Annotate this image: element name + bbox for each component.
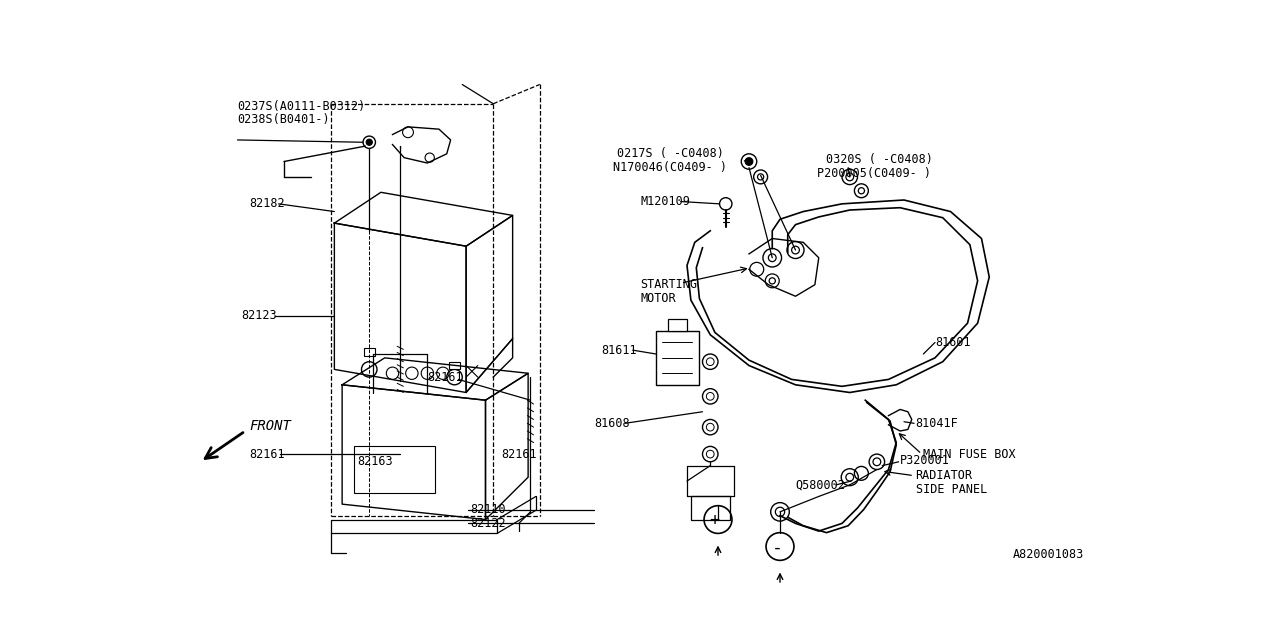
Text: SIDE PANEL: SIDE PANEL [915, 483, 987, 496]
Bar [657, 331, 699, 385]
Text: +: + [709, 511, 719, 529]
Bar [691, 497, 730, 520]
Text: 82161: 82161 [500, 447, 536, 461]
Bar [668, 319, 687, 331]
Text: 82122: 82122 [470, 517, 506, 530]
Text: 82110: 82110 [470, 503, 506, 516]
Bar [364, 348, 375, 356]
Text: 0238S(B0401-): 0238S(B0401-) [238, 113, 330, 127]
Text: A820001083: A820001083 [1012, 548, 1084, 561]
Text: 0217S ( -C0408): 0217S ( -C0408) [617, 147, 724, 160]
Text: STARTING: STARTING [640, 278, 698, 291]
Text: 82161: 82161 [428, 371, 463, 383]
Text: N170046(C0409- ): N170046(C0409- ) [613, 161, 727, 174]
Text: 81611: 81611 [602, 344, 637, 356]
Text: 81041F: 81041F [915, 417, 959, 430]
Bar [353, 447, 435, 493]
Text: 82163: 82163 [357, 455, 393, 468]
Text: 82182: 82182 [250, 197, 284, 211]
Text: 81601: 81601 [934, 336, 970, 349]
Text: M120109: M120109 [640, 195, 690, 208]
Text: FRONT: FRONT [250, 419, 291, 433]
Bar [449, 362, 460, 369]
Text: MOTOR: MOTOR [640, 292, 676, 305]
Text: RADIATOR: RADIATOR [915, 469, 973, 482]
Circle shape [745, 157, 753, 165]
Text: -: - [772, 539, 782, 557]
Text: 82123: 82123 [242, 309, 276, 322]
Text: P320001: P320001 [900, 454, 950, 467]
Text: Q580002: Q580002 [795, 479, 845, 492]
Text: MAIN FUSE BOX: MAIN FUSE BOX [923, 447, 1016, 461]
Text: 0237S(A0111-B0312): 0237S(A0111-B0312) [238, 100, 366, 113]
Text: 82161: 82161 [250, 447, 284, 461]
Text: 0320S ( -C0408): 0320S ( -C0408) [827, 154, 933, 166]
Text: 81608: 81608 [594, 417, 630, 430]
Text: P200005(C0409- ): P200005(C0409- ) [817, 167, 932, 180]
Circle shape [366, 139, 372, 145]
